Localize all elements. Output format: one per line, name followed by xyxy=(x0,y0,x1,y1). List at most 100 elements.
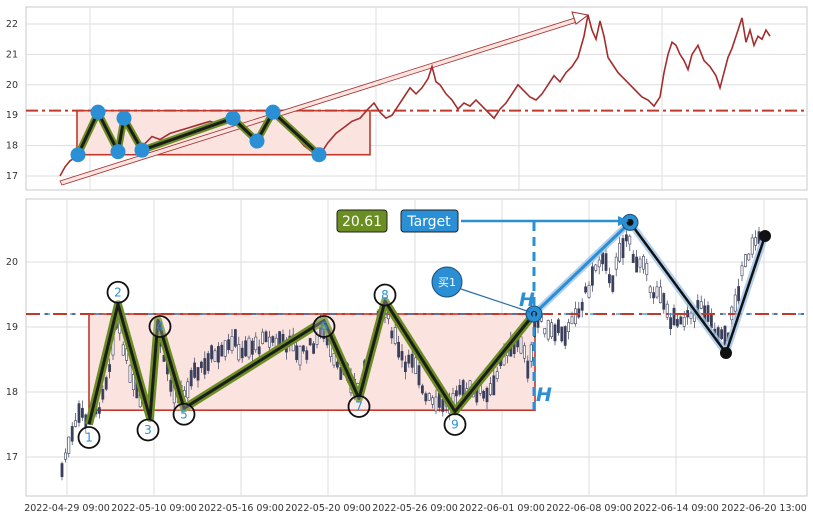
candle-body xyxy=(750,237,754,255)
pivot-label-ring[interactable] xyxy=(312,315,336,338)
candle-body xyxy=(251,340,254,355)
overview-y-tick-label: 18 xyxy=(6,141,18,152)
candle-body xyxy=(257,346,261,355)
candle-body xyxy=(414,357,418,375)
candle-body xyxy=(635,256,639,273)
main-x-tick-label: 2022-05-20 09:00 xyxy=(285,503,371,514)
candle-body xyxy=(580,302,584,311)
overview-pivot-marker[interactable] xyxy=(265,104,281,120)
candle-body xyxy=(108,364,112,372)
overview-pivot-marker[interactable] xyxy=(311,147,327,163)
candle-body xyxy=(67,436,71,454)
candle-body xyxy=(604,253,608,271)
overview-price-line xyxy=(59,14,771,177)
overview-pivot-marker[interactable] xyxy=(70,147,86,163)
candle-body xyxy=(203,358,207,375)
candle-body xyxy=(485,387,489,403)
candle-body xyxy=(210,345,214,360)
candle-body xyxy=(417,365,421,386)
pivot-label-ring[interactable] xyxy=(77,426,101,449)
candle-body xyxy=(400,351,404,361)
candle-body xyxy=(458,385,462,395)
pivot-label-text: 1 xyxy=(85,431,93,445)
pivot-label-ring[interactable] xyxy=(373,283,397,307)
candle-body xyxy=(587,284,591,298)
candle-body xyxy=(70,426,74,442)
candle-body xyxy=(441,399,445,412)
overview-pivot-marker[interactable] xyxy=(225,110,241,126)
main-projection-up xyxy=(532,221,632,316)
candle-body xyxy=(699,301,703,309)
overview-pivot-marker[interactable] xyxy=(249,133,265,149)
overview-pivot-marker[interactable] xyxy=(134,142,150,158)
candle-body xyxy=(607,274,611,284)
pivot-label-text: 6 xyxy=(320,320,328,334)
main-x-tick-label: 2022-05-16 09:00 xyxy=(198,503,284,514)
candle-body xyxy=(754,237,758,246)
overview-y-tick-label: 21 xyxy=(6,49,18,60)
candle-body xyxy=(230,336,234,351)
main-pivot-labels: 1 2 3 4 5 6 7 8 9 xyxy=(77,280,467,449)
candle-body xyxy=(614,256,618,270)
pivot-label-text: 7 xyxy=(355,400,363,414)
main-x-tick-label: 2022-04-29 09:00 xyxy=(24,503,110,514)
pivot-label-ring[interactable] xyxy=(347,395,371,418)
pivot-label-ring[interactable] xyxy=(172,402,196,426)
breakout-marker-upper: H xyxy=(519,289,535,311)
overview-pivot-marker[interactable] xyxy=(90,104,106,120)
buy-label: 买1 xyxy=(438,276,456,289)
candle-body xyxy=(407,354,411,364)
pivot-label-text: 9 xyxy=(451,418,459,432)
candle-body xyxy=(747,253,751,261)
candle-body xyxy=(431,397,435,405)
target-label: Target xyxy=(406,214,451,230)
candle-body xyxy=(213,350,217,363)
candle-body xyxy=(638,258,642,268)
candle-body xyxy=(658,286,662,304)
candle-body xyxy=(675,319,679,327)
candle-body xyxy=(723,325,727,346)
candle-body xyxy=(495,371,499,379)
overview-pivot-marker[interactable] xyxy=(116,110,132,126)
buy-marker[interactable] xyxy=(431,266,463,298)
candle-body xyxy=(526,360,530,379)
candle-body xyxy=(662,293,666,310)
main-x-tick-label: 2022-06-01 09:00 xyxy=(459,503,545,514)
candle-body xyxy=(488,383,492,395)
main-y-tick-label: 18 xyxy=(6,387,18,398)
pivot-label-ring[interactable] xyxy=(443,413,467,436)
target-label-box[interactable] xyxy=(400,209,459,233)
overview-pivot-marker[interactable] xyxy=(110,144,126,160)
candle-body xyxy=(556,319,560,334)
overview-panel: 17 18 19 20 21 22 xyxy=(6,6,808,191)
target-value-box[interactable] xyxy=(336,209,388,233)
main-projection xyxy=(525,213,771,359)
pivot-label-ring[interactable] xyxy=(106,280,130,304)
candle-body xyxy=(641,255,645,270)
projection-low-point[interactable] xyxy=(720,347,732,359)
projection-end-point[interactable] xyxy=(759,230,771,242)
main-y-tick-label: 20 xyxy=(6,257,18,268)
pivot-label-text: 4 xyxy=(156,320,164,334)
candle-body xyxy=(743,254,747,267)
candle-body xyxy=(390,330,394,339)
candle-body xyxy=(240,347,244,359)
candle-body xyxy=(335,361,339,368)
pivot-label-ring[interactable] xyxy=(148,315,172,338)
candle-body xyxy=(577,308,581,318)
pivot-label-ring[interactable] xyxy=(136,418,160,442)
pivot-label-text: 3 xyxy=(144,423,152,437)
candle-body xyxy=(295,345,299,361)
candle-body xyxy=(682,316,686,327)
candle-body xyxy=(77,403,81,423)
candle-body xyxy=(563,326,567,346)
candle-body xyxy=(132,374,135,390)
candle-body xyxy=(570,316,574,325)
candle-body xyxy=(420,385,424,394)
candle-body xyxy=(522,345,526,359)
candle-body xyxy=(121,344,125,356)
candle-body xyxy=(434,396,438,412)
candle-body xyxy=(665,303,669,318)
candle-body xyxy=(631,253,635,263)
